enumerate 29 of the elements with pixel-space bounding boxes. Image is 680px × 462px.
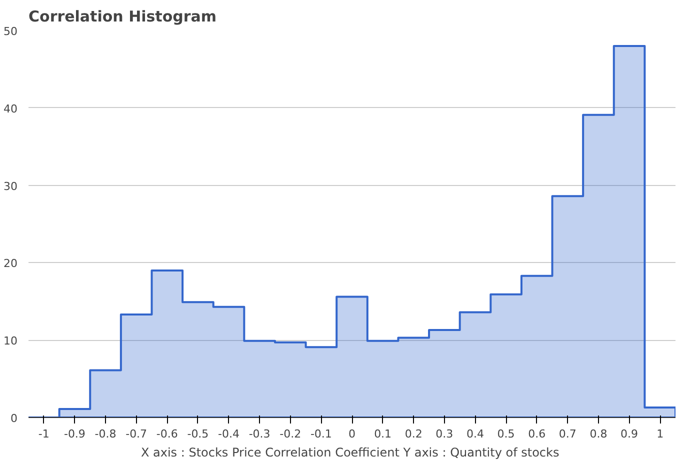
x-tick-label: -0.4 <box>218 428 240 440</box>
x-tick-label: 0.7 <box>558 428 576 440</box>
x-tick-label: 0.4 <box>466 428 484 440</box>
x-tick-label: -0.3 <box>248 428 270 440</box>
x-tick-label: -1 <box>38 428 50 440</box>
x-tick-label: 0.6 <box>528 428 546 440</box>
x-tick-label: -0.5 <box>187 428 209 440</box>
x-tick-label: -0.1 <box>310 428 332 440</box>
x-tick-label: 0 <box>348 428 356 440</box>
x-tick-label: 0.1 <box>374 428 392 440</box>
x-tick-label: -0.7 <box>126 428 148 440</box>
y-tick-label: 50 <box>4 25 18 38</box>
x-tick-label: -0.2 <box>280 428 302 440</box>
x-tick-label: 0.8 <box>590 428 608 440</box>
y-tick-label: 20 <box>4 257 18 270</box>
x-tick-label: 0.5 <box>497 428 515 440</box>
y-tick-label: 30 <box>4 180 18 193</box>
y-tick-label: 10 <box>4 334 18 348</box>
x-tick-label: 0.9 <box>620 428 638 440</box>
x-tick-label: 1 <box>656 428 664 440</box>
x-axis-title: X axis : Stocks Price Correlation Coefficient Y axis : Quantity of stocks <box>140 446 560 460</box>
x-tick-label: 0.2 <box>404 428 422 440</box>
y-tick-label: 0 <box>10 412 18 425</box>
x-tick-label: -0.8 <box>94 428 116 440</box>
x-tick-label: 0.3 <box>436 428 454 440</box>
y-tick-label: 40 <box>4 102 18 116</box>
x-tick-label: -0.6 <box>156 428 178 440</box>
chart-title: Correlation Histogram <box>28 8 217 26</box>
x-tick-label: -0.9 <box>64 428 86 440</box>
